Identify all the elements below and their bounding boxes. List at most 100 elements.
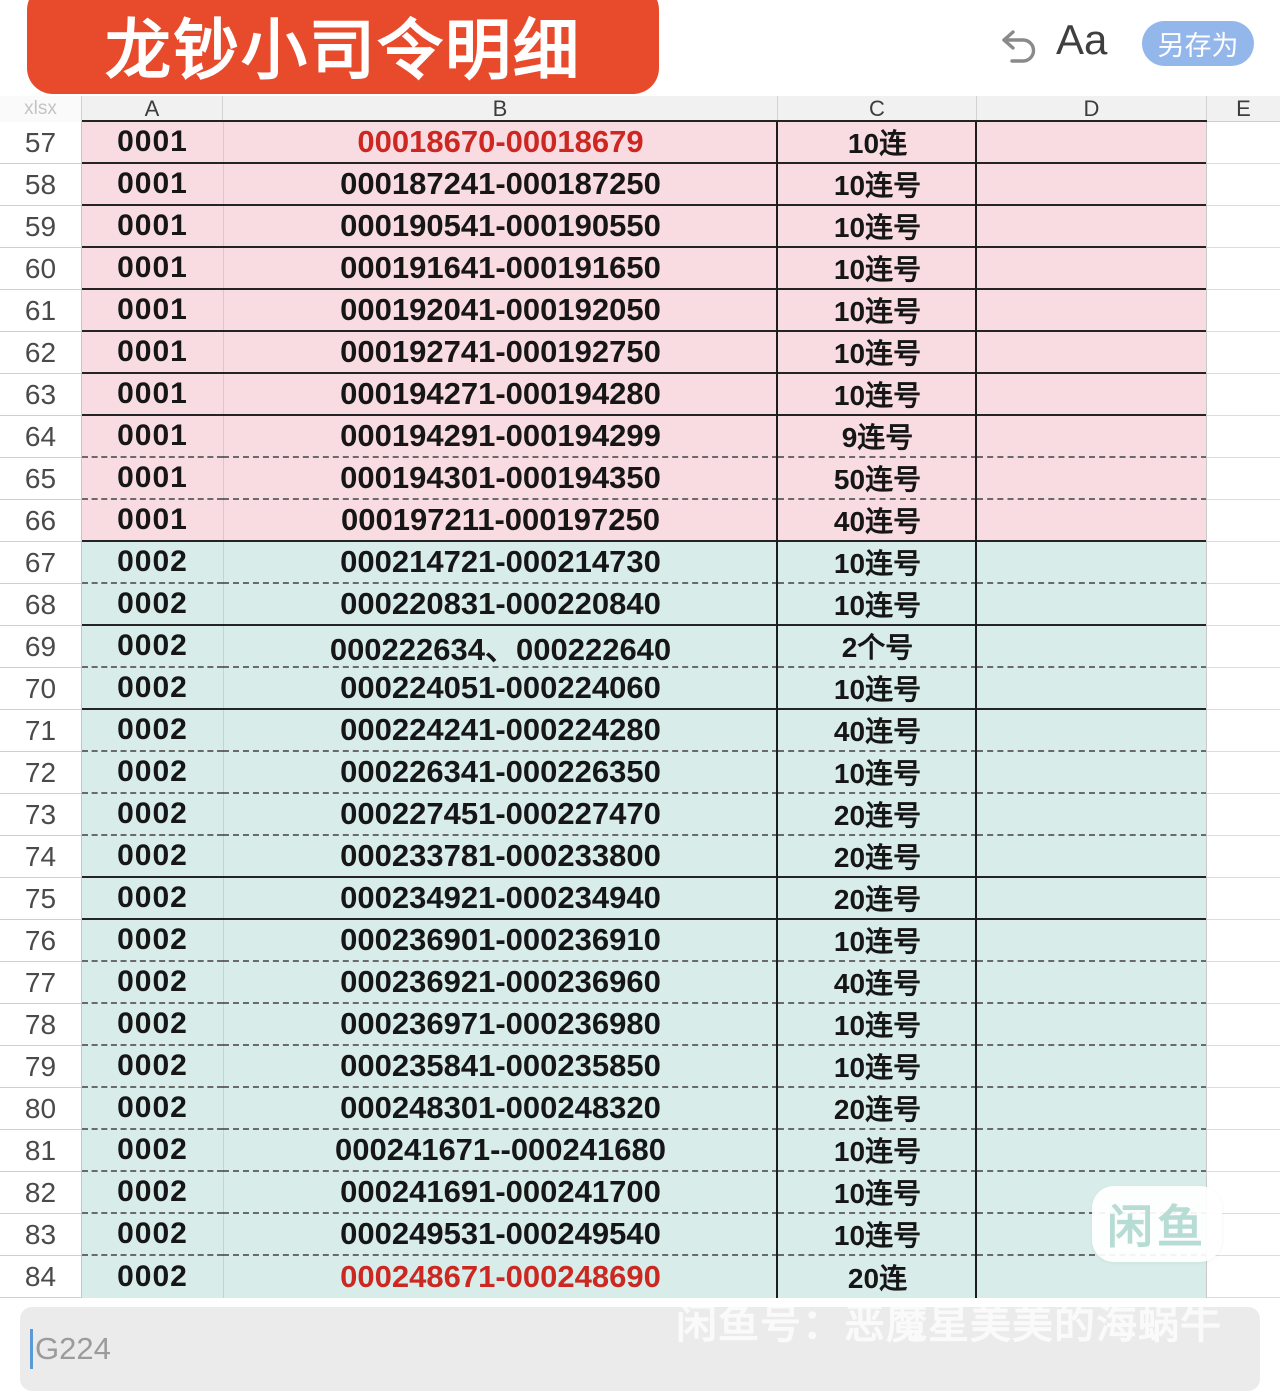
cell-e[interactable]: [1207, 1088, 1280, 1130]
font-style-button[interactable]: Aa: [1056, 16, 1108, 63]
column-header-a[interactable]: A: [82, 96, 223, 122]
cell-e[interactable]: [1207, 752, 1280, 794]
cell-b[interactable]: 000224051-000224060: [223, 668, 778, 710]
row-number[interactable]: 67: [0, 542, 82, 584]
cell-e[interactable]: [1207, 206, 1280, 248]
row-number[interactable]: 76: [0, 920, 82, 962]
corner-cell[interactable]: xlsx: [0, 96, 82, 122]
cell-e[interactable]: [1207, 458, 1280, 500]
cell-a[interactable]: 0001: [82, 458, 223, 500]
cell-d[interactable]: [977, 584, 1207, 626]
row-number[interactable]: 63: [0, 374, 82, 416]
cell-c[interactable]: 10连号: [778, 584, 977, 626]
cell-b[interactable]: 000194291-000194299: [223, 416, 778, 458]
cell-b[interactable]: 000249531-000249540: [223, 1214, 778, 1256]
cell-e[interactable]: [1207, 416, 1280, 458]
column-header-d[interactable]: D: [977, 96, 1207, 122]
cell-d[interactable]: [977, 626, 1207, 668]
cell-a[interactable]: 0002: [82, 1130, 223, 1172]
cell-e[interactable]: [1207, 248, 1280, 290]
cell-e[interactable]: [1207, 332, 1280, 374]
cell-a[interactable]: 0001: [82, 374, 223, 416]
cell-b[interactable]: 000190541-000190550: [223, 206, 778, 248]
cell-c[interactable]: 10连号: [778, 1130, 977, 1172]
cell-e[interactable]: [1207, 626, 1280, 668]
cell-a[interactable]: 0002: [82, 626, 223, 668]
cell-c[interactable]: 10连号: [778, 1046, 977, 1088]
cell-c[interactable]: 40连号: [778, 500, 977, 542]
cell-c[interactable]: 20连号: [778, 794, 977, 836]
cell-c[interactable]: 10连号: [778, 374, 977, 416]
cell-b[interactable]: 000194301-000194350: [223, 458, 778, 500]
row-number[interactable]: 72: [0, 752, 82, 794]
column-header-c[interactable]: C: [778, 96, 977, 122]
cell-a[interactable]: 0002: [82, 752, 223, 794]
cell-a[interactable]: 0002: [82, 1046, 223, 1088]
cell-a[interactable]: 0002: [82, 962, 223, 1004]
cell-d[interactable]: [977, 668, 1207, 710]
cell-b[interactable]: 000192741-000192750: [223, 332, 778, 374]
cell-b[interactable]: 000248301-000248320: [223, 1088, 778, 1130]
cell-b[interactable]: 000234921-000234940: [223, 878, 778, 920]
cell-a[interactable]: 0002: [82, 668, 223, 710]
row-number[interactable]: 61: [0, 290, 82, 332]
cell-e[interactable]: [1207, 1004, 1280, 1046]
column-header-e[interactable]: E: [1236, 96, 1251, 121]
cell-b[interactable]: 000248671-000248690: [223, 1256, 778, 1298]
cell-d[interactable]: [977, 542, 1207, 584]
cell-d[interactable]: [977, 752, 1207, 794]
cell-c[interactable]: 40连号: [778, 962, 977, 1004]
cell-e[interactable]: [1207, 710, 1280, 752]
row-number[interactable]: 71: [0, 710, 82, 752]
cell-d[interactable]: [977, 1256, 1207, 1298]
cell-d[interactable]: [977, 710, 1207, 752]
cell-c[interactable]: 20连号: [778, 836, 977, 878]
row-number[interactable]: 70: [0, 668, 82, 710]
cell-d[interactable]: [977, 500, 1207, 542]
cell-c[interactable]: 40连号: [778, 710, 977, 752]
cell-a[interactable]: 0001: [82, 332, 223, 374]
cell-a[interactable]: 0002: [82, 878, 223, 920]
cell-c[interactable]: 2个号: [778, 626, 977, 668]
cell-e[interactable]: [1207, 122, 1280, 164]
row-number[interactable]: 68: [0, 584, 82, 626]
cell-c[interactable]: 10连号: [778, 1214, 977, 1256]
cell-d[interactable]: [977, 1130, 1207, 1172]
cell-e[interactable]: [1207, 164, 1280, 206]
cell-d[interactable]: [977, 1046, 1207, 1088]
cell-a[interactable]: 0002: [82, 836, 223, 878]
cell-c[interactable]: 10连号: [778, 1172, 977, 1214]
cell-c[interactable]: 10连号: [778, 752, 977, 794]
cell-c[interactable]: 10连号: [778, 206, 977, 248]
cell-e[interactable]: [1207, 500, 1280, 542]
cell-a[interactable]: 0002: [82, 1004, 223, 1046]
row-number[interactable]: 75: [0, 878, 82, 920]
cell-b[interactable]: 000235841-000235850: [223, 1046, 778, 1088]
cell-e[interactable]: [1207, 836, 1280, 878]
cell-d[interactable]: [977, 1088, 1207, 1130]
cell-c[interactable]: 10连号: [778, 920, 977, 962]
row-number[interactable]: 59: [0, 206, 82, 248]
cell-a[interactable]: 0001: [82, 206, 223, 248]
cell-c[interactable]: 10连: [778, 122, 977, 164]
cell-d[interactable]: [977, 374, 1207, 416]
row-number[interactable]: 79: [0, 1046, 82, 1088]
cell-d[interactable]: [977, 878, 1207, 920]
formula-bar[interactable]: G224: [20, 1307, 1260, 1391]
row-number[interactable]: 74: [0, 836, 82, 878]
row-number[interactable]: 64: [0, 416, 82, 458]
cell-b[interactable]: 00018670-00018679: [223, 122, 778, 164]
row-number[interactable]: 69: [0, 626, 82, 668]
cell-a[interactable]: 0002: [82, 1214, 223, 1256]
cell-a[interactable]: 0001: [82, 164, 223, 206]
row-number[interactable]: 83: [0, 1214, 82, 1256]
cell-a[interactable]: 0002: [82, 1172, 223, 1214]
cell-b[interactable]: 000187241-000187250: [223, 164, 778, 206]
cell-c[interactable]: 10连号: [778, 1004, 977, 1046]
undo-button[interactable]: [995, 22, 1043, 70]
cell-d[interactable]: [977, 836, 1207, 878]
cell-d[interactable]: [977, 248, 1207, 290]
cell-a[interactable]: 0001: [82, 500, 223, 542]
row-number[interactable]: 57: [0, 122, 82, 164]
cell-e[interactable]: [1207, 374, 1280, 416]
